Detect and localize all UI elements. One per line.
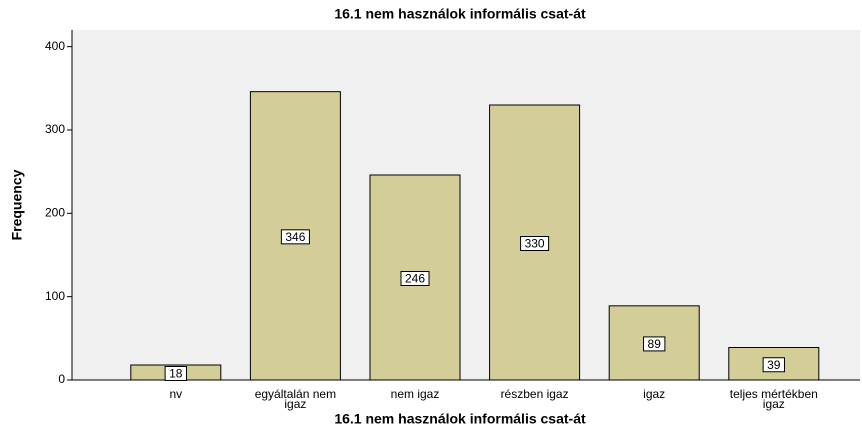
data-label: 39 [767,358,781,372]
x-tick-label: egyáltalán nem igaz [254,387,337,411]
x-axis-title: 16.1 nem használok informális csat-át [334,411,586,427]
data-label-box [280,229,310,245]
data-label-box [400,271,430,286]
data-label-box [643,336,666,352]
data-label-box [762,357,785,373]
x-tick-label: nem igaz [390,387,440,401]
plot-area [72,30,860,380]
y-tick-label: 100 [45,289,65,303]
data-label: 18 [169,367,183,381]
y-tick-label: 400 [45,39,65,53]
y-tick-label: 0 [58,372,65,386]
data-label: 346 [285,230,305,244]
data-label: 89 [648,337,662,351]
data-label-box [520,236,550,251]
chart-title: 16.1 nem használok informális csat-át [334,6,586,22]
data-label: 330 [525,237,545,251]
x-tick-label: teljes mértékben igaz [729,387,818,411]
y-axis-title: Frequency [9,169,25,240]
y-tick-label: 300 [45,122,65,136]
x-tick-label: igaz [643,387,666,401]
y-tick-label: 200 [45,206,65,220]
data-label: 246 [405,272,425,286]
data-label-box [164,366,187,381]
x-tick-label: nv [169,387,183,401]
x-tick-label: részben igaz [500,387,569,401]
